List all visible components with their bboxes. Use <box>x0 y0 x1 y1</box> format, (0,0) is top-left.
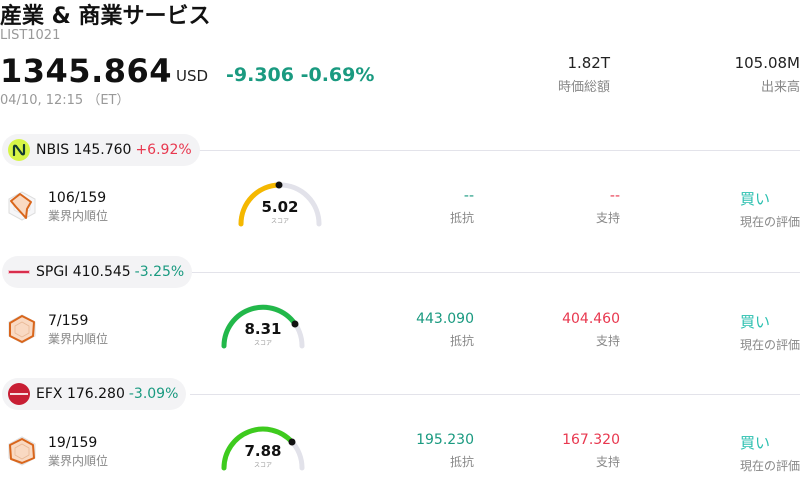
resistance-metric: 195.230 抵抗 <box>354 432 474 470</box>
resistance-label: 抵抗 <box>449 334 474 348</box>
support-label: 支持 <box>595 334 620 348</box>
support-metric: 404.460 支持 <box>500 311 620 349</box>
score-label: スコア <box>253 340 272 347</box>
volume-value: 105.08M <box>734 54 800 72</box>
section-divider <box>190 394 800 395</box>
support-label: 支持 <box>595 455 620 469</box>
rank-label: 業界内順位 <box>48 454 109 468</box>
support-label: 支持 <box>595 211 620 225</box>
rating-value: 買い <box>740 313 771 331</box>
score-gauge: 7.88 スコア <box>218 424 308 474</box>
score-value: 8.31 <box>244 320 282 338</box>
index-code: LIST1021 <box>0 28 61 43</box>
rank-label: 業界内順位 <box>48 209 109 223</box>
score-value: 5.02 <box>261 198 299 216</box>
support-metric: 167.320 支持 <box>500 432 620 470</box>
rating-label: 現在の評価 <box>740 459 800 473</box>
market-cap-label: 時価総額 <box>557 80 610 95</box>
radar-chart-icon <box>6 313 38 345</box>
rank-value: 19/159 <box>48 435 98 451</box>
price-change: -9.306 -0.69% <box>226 64 374 86</box>
current-rating: 買い 現在の評価 <box>740 311 800 353</box>
industry-rank: 7/159 業界内順位 <box>48 313 108 347</box>
score-value: 7.88 <box>244 442 282 460</box>
stock-change: +6.92% <box>135 142 192 158</box>
rating-value: 買い <box>740 434 771 452</box>
section-divider <box>190 272 800 273</box>
resistance-value: 195.230 <box>416 432 474 448</box>
market-cap-value: 1.82T <box>567 54 610 72</box>
resistance-metric: 443.090 抵抗 <box>354 311 474 349</box>
index-price: 1345.864 <box>0 52 173 90</box>
stock-price: 410.545 <box>72 264 131 280</box>
change-percent: -0.69% <box>300 64 375 86</box>
stock-pill-efx[interactable]: EFX 176.280 -3.09% <box>2 378 187 410</box>
sp-global-logo-icon <box>8 261 30 283</box>
radar-chart-icon <box>6 190 38 222</box>
change-value: -9.306 <box>226 64 294 86</box>
rank-label: 業界内順位 <box>48 332 109 346</box>
stock-ticker: SPGI <box>36 264 69 280</box>
support-value: 404.460 <box>562 311 620 327</box>
stock-pill-spgi[interactable]: SPGI 410.545 -3.25% <box>2 256 193 288</box>
industry-rank: 106/159 業界内順位 <box>48 190 108 224</box>
rank-value: 106/159 <box>48 190 107 206</box>
stock-pill-nbis[interactable]: NBIS 145.760 +6.92% <box>2 134 200 166</box>
support-metric: -- 支持 <box>500 188 620 226</box>
volume-stat: 105.08M 出来高 <box>680 54 800 95</box>
stock-change: -3.25% <box>134 264 185 280</box>
score-gauge: 5.02 スコア <box>235 180 325 230</box>
industry-rank: 19/159 業界内順位 <box>48 435 108 469</box>
rating-label: 現在の評価 <box>740 338 800 352</box>
rank-value: 7/159 <box>48 313 89 329</box>
stock-ticker: NBIS <box>36 142 70 158</box>
current-rating: 買い 現在の評価 <box>740 188 800 230</box>
current-rating: 買い 現在の評価 <box>740 432 800 474</box>
currency-label: USD <box>176 67 209 85</box>
equifax-logo-icon <box>8 383 30 405</box>
nebius-logo-icon <box>8 139 30 161</box>
rating-label: 現在の評価 <box>740 215 800 229</box>
timestamp: 04/10, 12:15 （ET） <box>0 93 130 108</box>
resistance-value: -- <box>463 188 474 204</box>
resistance-value: 443.090 <box>416 311 474 327</box>
market-cap-stat: 1.82T 時価総額 <box>490 54 610 95</box>
stock-ticker: EFX <box>36 386 63 402</box>
support-value: 167.320 <box>562 432 620 448</box>
resistance-label: 抵抗 <box>449 211 474 225</box>
score-label: スコア <box>270 218 289 225</box>
page-title: 産業 & 商業サービス <box>0 4 211 29</box>
volume-label: 出来高 <box>760 80 800 95</box>
score-label: スコア <box>253 462 272 469</box>
resistance-metric: -- 抵抗 <box>354 188 474 226</box>
section-divider <box>190 150 800 151</box>
stock-price: 176.280 <box>66 386 125 402</box>
radar-chart-icon <box>6 435 38 467</box>
stock-price: 145.760 <box>73 142 132 158</box>
resistance-label: 抵抗 <box>449 455 474 469</box>
support-value: -- <box>609 188 620 204</box>
score-gauge: 8.31 スコア <box>218 302 308 352</box>
rating-value: 買い <box>740 190 771 208</box>
stock-change: -3.09% <box>128 386 179 402</box>
